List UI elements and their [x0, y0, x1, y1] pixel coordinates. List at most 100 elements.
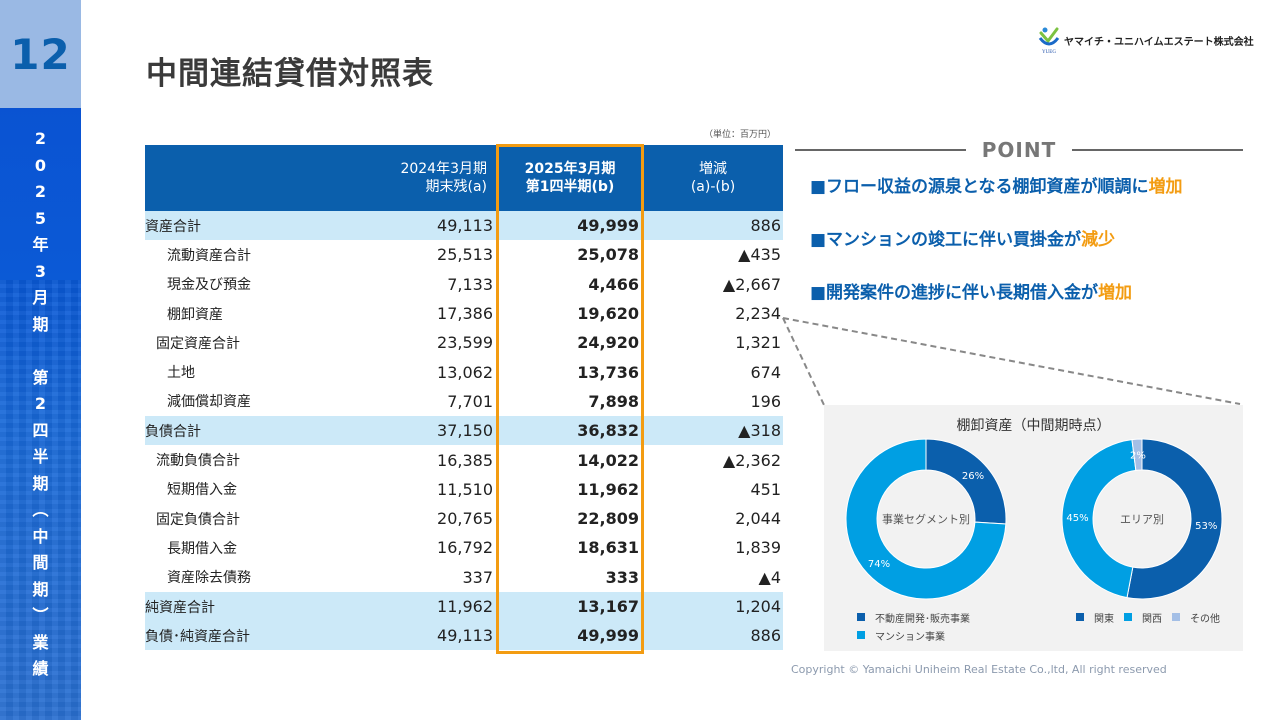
value-fy2025-q: 18,631: [577, 538, 639, 558]
vertical-char: 年: [32, 235, 49, 254]
slice-label: 26%: [962, 471, 984, 482]
header-change: 増減 (a)-(b): [643, 145, 783, 211]
legend-item: 関西: [1124, 608, 1162, 626]
row-label: 短期借入金: [167, 482, 237, 499]
value-fy2024: 23,599: [437, 333, 493, 353]
row-label: 負債合計: [145, 416, 370, 446]
table-row: 資産除去債務 337 333 ▲4: [145, 563, 783, 592]
vertical-char: ︵: [32, 500, 49, 519]
value-fy2024: 7,701: [447, 391, 493, 411]
value-change: 886: [643, 621, 783, 651]
value-fy2025-q: 14,022: [577, 450, 639, 470]
vertical-char: 5: [34, 208, 47, 228]
donut-slice: [1126, 438, 1223, 600]
row-label: 減価償却資産: [167, 394, 251, 411]
table-row: 棚卸資産 17,386 19,620 2,234: [145, 299, 783, 328]
value-change: 1,321: [735, 333, 781, 353]
value-fy2024: 13,062: [437, 362, 493, 382]
row-label: 純資産合計: [145, 591, 370, 622]
header-fy2024-line2: 期末残(a): [425, 179, 487, 195]
legend-item: 関東: [1076, 608, 1114, 626]
header-fy2024: 2024年3月期 期末残(a): [145, 145, 497, 211]
value-fy2025-q: 4,466: [588, 274, 639, 294]
page-title: 中間連結貸借対照表: [146, 56, 434, 92]
legend-swatch: [1172, 613, 1180, 621]
city-background: [0, 280, 81, 720]
slice-label: 53%: [1195, 521, 1217, 532]
table-row: 流動負債合計 16,385 14,022 ▲2,362: [145, 445, 783, 474]
value-fy2025-q: 49,999: [497, 211, 643, 241]
value-fy2024: 16,792: [437, 538, 493, 558]
row-label: 現金及び預金: [167, 277, 251, 294]
value-fy2024: 11,962: [369, 591, 497, 622]
value-change: 196: [750, 391, 781, 411]
table-row: 流動資産合計 25,513 25,078 ▲435: [145, 240, 783, 269]
value-change: 2,044: [735, 509, 781, 529]
vertical-char: 績: [32, 659, 49, 678]
table-row: 負債合計 37,150 36,832 ▲318: [145, 416, 783, 446]
legend-item: マンション事業: [857, 626, 970, 644]
value-fy2025-q: 7,898: [588, 391, 639, 411]
table-row: 固定負債合計 20,765 22,809 2,044: [145, 504, 783, 533]
company-logo: YUEG ヤマイチ・ユニハイムエステート株式会社: [1038, 26, 1254, 54]
vertical-char: 0: [34, 155, 47, 175]
header-fy2025-line1: 2025年3月期: [524, 161, 616, 177]
value-change: 2,234: [735, 304, 781, 324]
value-change: ▲435: [738, 245, 781, 265]
point-title: POINT: [981, 138, 1057, 162]
donut-slice: [1061, 439, 1137, 599]
value-fy2024: 11,510: [437, 479, 493, 499]
vertical-char: ︶: [32, 606, 49, 625]
value-fy2025-q: 13,167: [497, 591, 643, 622]
value-fy2025-q: 13,736: [577, 362, 639, 382]
table-header-row: 2024年3月期 期末残(a) 2025年3月期 第1四半期(b) 増減 (a)…: [145, 145, 783, 211]
value-change: ▲2,362: [722, 450, 781, 470]
value-fy2025-q: 25,078: [577, 245, 639, 265]
row-label: 負債･純資産合計: [145, 621, 370, 651]
slice-label: 2%: [1130, 451, 1146, 462]
point-text: ■マンションの竣工に伴い買掛金が: [810, 230, 1082, 250]
vertical-char: 月: [32, 288, 49, 307]
vertical-char: 第: [32, 367, 49, 387]
svg-text:YUEG: YUEG: [1042, 50, 1056, 54]
table-row: 長期借入金 16,792 18,631 1,839: [145, 533, 783, 562]
value-fy2024: 337: [462, 567, 493, 587]
table-row: 負債･純資産合計 49,113 49,999 886: [145, 621, 783, 651]
value-change: ▲4: [758, 567, 781, 587]
header-fy2025-q: 2025年3月期 第1四半期(b): [497, 145, 643, 211]
slice-label: 45%: [1066, 513, 1088, 524]
vertical-char: 2: [34, 394, 47, 413]
value-change: 674: [750, 362, 781, 382]
table-row: 現金及び預金 7,133 4,466 ▲2,667: [145, 270, 783, 299]
value-fy2025-q: 22,809: [577, 509, 639, 529]
legend-area: 関東 関西 その他: [1076, 608, 1230, 626]
value-fy2024: 49,113: [369, 621, 497, 651]
point-text: ■開発案件の進捗に伴い長期借入金が: [810, 283, 1099, 303]
vertical-char: 四: [32, 420, 49, 440]
donut-center-label: 事業セグメント別: [882, 512, 970, 526]
header-change-line2: (a)-(b): [690, 179, 736, 195]
chart-title: 棚卸資産（中間期時点）: [956, 418, 1111, 434]
table-row: 減価償却資産 7,701 7,898 196: [145, 387, 783, 416]
value-change: ▲318: [643, 416, 783, 446]
row-label: 土地: [167, 365, 195, 382]
value-fy2024: 25,513: [437, 245, 493, 265]
row-label: 資産合計: [145, 211, 370, 241]
vertical-char: 3: [34, 261, 47, 281]
inventory-chart-panel: 棚卸資産（中間期時点） 26% 74% 事業セグメント別 53% 45% 2% エリア別 …: [824, 405, 1243, 651]
value-fy2024: 7,133: [447, 274, 493, 294]
slice-label: 74%: [868, 559, 890, 570]
value-fy2024: 20,765: [437, 509, 493, 529]
value-fy2025-q: 19,620: [577, 304, 639, 324]
legend-swatch: [1076, 613, 1084, 621]
row-label: 固定負債合計: [156, 511, 240, 528]
table-row: 土地 13,062 13,736 674: [145, 357, 783, 386]
legend-swatch: [1124, 613, 1132, 621]
header-change-line1: 増減: [699, 161, 727, 177]
vertical-char: 期: [32, 579, 49, 599]
vertical-char: [38, 338, 44, 365]
vertical-char: 期: [32, 473, 49, 493]
legend-segment: 不動産開発･販売事業 マンション事業: [857, 608, 980, 644]
table-row: 短期借入金 11,510 11,962 451: [145, 475, 783, 504]
